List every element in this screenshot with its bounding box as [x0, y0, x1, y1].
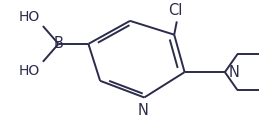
- Text: B: B: [54, 36, 63, 51]
- Text: N: N: [229, 65, 240, 80]
- Text: HO: HO: [19, 64, 40, 78]
- Text: HO: HO: [19, 10, 40, 24]
- Text: Cl: Cl: [168, 3, 183, 18]
- Text: N: N: [138, 103, 148, 118]
